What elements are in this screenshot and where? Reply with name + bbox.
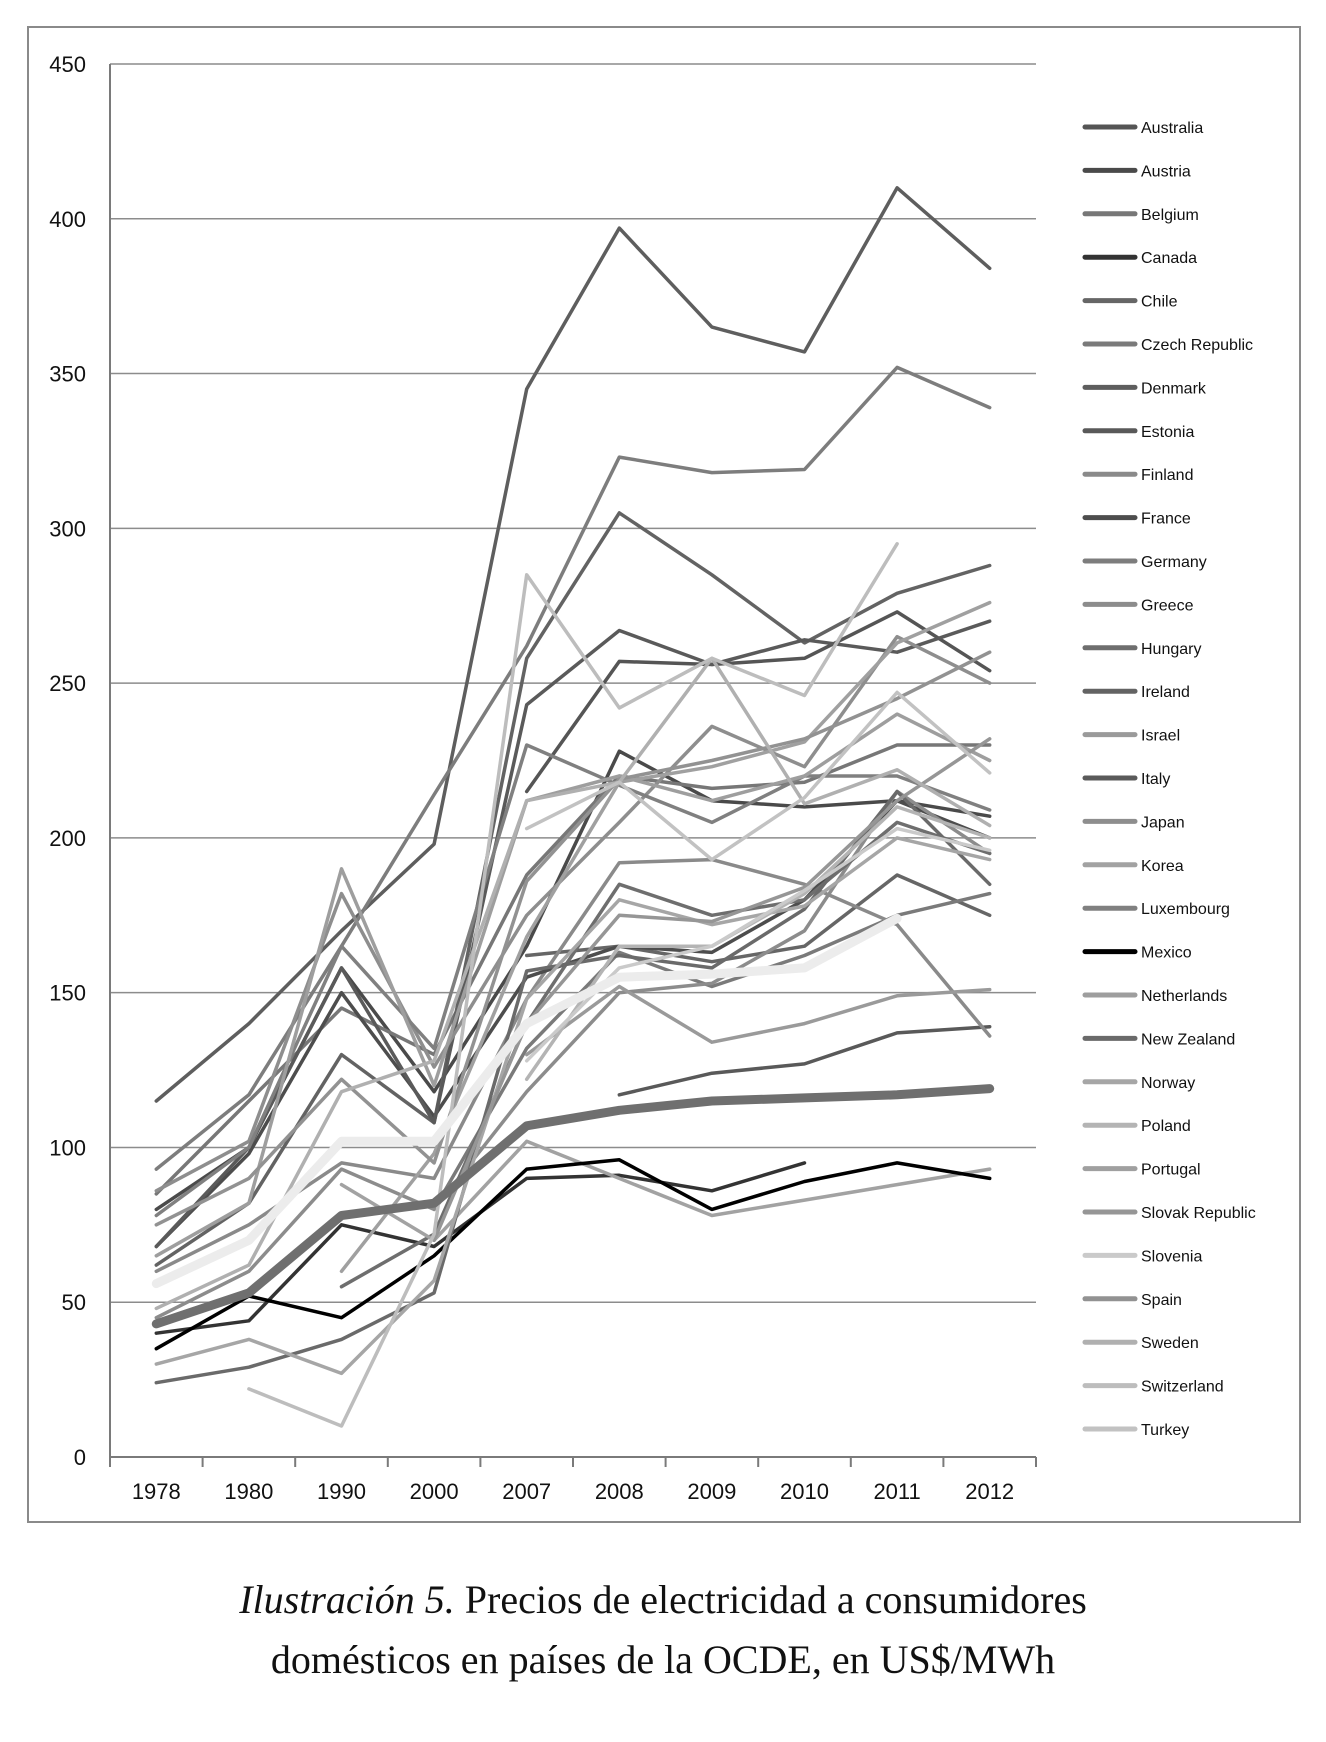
series-line-denmark	[154, 186, 992, 1103]
x-tick-label: 2012	[965, 1479, 1014, 1504]
legend-label-poland: Poland	[1141, 1118, 1191, 1135]
y-tick-label: 150	[49, 981, 86, 1006]
legend-label-switzerland: Switzerland	[1141, 1379, 1224, 1396]
series-line-unlabeled-31	[151, 1084, 995, 1329]
series-line-switzerland	[247, 542, 899, 1428]
y-tick-label: 200	[49, 826, 86, 851]
series-line-hungary	[339, 820, 992, 1289]
legend: Australia Austria Belgium Canada Chile Czech …	[1082, 120, 1256, 1439]
series-line-unlabeled-32	[151, 913, 902, 1289]
legend-label-sweden: Sweden	[1141, 1335, 1199, 1352]
legend-label-france: France	[1141, 511, 1191, 528]
legend-label-belgium: Belgium	[1141, 207, 1199, 224]
x-tick-label: 2010	[780, 1479, 829, 1504]
x-axis: 1978 1980 1990 2000 2007 2008 2009 2010 2011 2012	[109, 64, 1037, 1504]
legend-label-slovenia: Slovenia	[1141, 1248, 1202, 1265]
caption-label: Ilustración 5.	[239, 1577, 455, 1622]
y-tick-label: 300	[49, 516, 86, 541]
legend-label-netherlands: Netherlands	[1141, 988, 1227, 1005]
legend-label-slovak-republic: Slovak Republic	[1141, 1205, 1256, 1222]
chart-figure: 0 50 100 150 200 250 300 350 400 450 1978 1980 1990…	[27, 26, 1301, 1523]
legend-label-czech-republic: Czech Republic	[1141, 337, 1253, 354]
series-line-spain	[154, 650, 992, 1227]
series-line-italy	[154, 619, 992, 1249]
series-line-chile	[524, 873, 992, 964]
legend-label-hungary: Hungary	[1141, 641, 1201, 658]
x-tick-label: 1978	[132, 1479, 181, 1504]
caption-line-1: Ilustración 5. Precios de electricidad a…	[0, 1570, 1326, 1630]
legend-label-finland: Finland	[1141, 467, 1193, 484]
legend-label-germany: Germany	[1141, 554, 1207, 571]
series-line-israel	[524, 984, 992, 1057]
series-line-sweden	[154, 656, 992, 1311]
legend-label-mexico: Mexico	[1141, 945, 1192, 962]
legend-label-turkey: Turkey	[1141, 1422, 1189, 1439]
legend-label-new-zealand: New Zealand	[1141, 1031, 1235, 1048]
y-axis-tick-labels: 0 50 100 150 200 250 300 350 400 450	[49, 52, 86, 1470]
legend-label-ireland: Ireland	[1141, 684, 1190, 701]
series-lines	[151, 186, 995, 1428]
legend-label-luxembourg: Luxembourg	[1141, 901, 1230, 918]
legend-label-japan: Japan	[1141, 814, 1185, 831]
legend-label-australia: Australia	[1141, 120, 1203, 137]
legend-label-canada: Canada	[1141, 250, 1197, 267]
y-tick-label: 350	[49, 362, 86, 387]
legend-label-italy: Italy	[1141, 771, 1170, 788]
legend-label-estonia: Estonia	[1141, 424, 1194, 441]
caption-title-part-1: Precios de electricidad a consumidores	[454, 1577, 1087, 1622]
series-line-luxembourg	[154, 743, 992, 1218]
legend-label-korea: Korea	[1141, 858, 1184, 875]
y-tick-label: 250	[49, 671, 86, 696]
series-line-mexico	[154, 1158, 992, 1351]
y-tick-label: 100	[49, 1135, 86, 1160]
y-tick-label: 0	[74, 1445, 86, 1470]
x-tick-label: 2011	[873, 1479, 920, 1504]
x-tick-label: 2000	[410, 1479, 459, 1504]
legend-label-chile: Chile	[1141, 294, 1178, 311]
caption-line-2: domésticos en países de la OCDE, en US$/…	[270, 1637, 1056, 1682]
x-tick-label: 1990	[317, 1479, 366, 1504]
y-tick-label: 400	[49, 207, 86, 232]
series-line-japan	[154, 634, 992, 1193]
legend-label-spain: Spain	[1141, 1292, 1182, 1309]
x-tick-label: 1980	[224, 1479, 273, 1504]
legend-label-greece: Greece	[1141, 597, 1194, 614]
legend-label-austria: Austria	[1141, 163, 1191, 180]
series-line-turkey	[524, 690, 992, 862]
x-tick-label: 2007	[502, 1479, 551, 1504]
series-line-korea	[339, 1139, 992, 1243]
legend-label-denmark: Denmark	[1141, 380, 1207, 397]
y-tick-label: 50	[62, 1290, 86, 1315]
legend-label-israel: Israel	[1141, 728, 1180, 745]
y-tick-label: 450	[49, 52, 86, 77]
x-tick-label: 2009	[687, 1479, 736, 1504]
legend-label-portugal: Portugal	[1141, 1162, 1201, 1179]
series-line-norway	[154, 836, 992, 1376]
x-tick-label: 2008	[595, 1479, 644, 1504]
legend-label-norway: Norway	[1141, 1075, 1195, 1092]
series-line-estonia	[617, 1024, 992, 1097]
figure-caption: Ilustración 5. Precios de electricidad a…	[0, 1570, 1326, 1690]
